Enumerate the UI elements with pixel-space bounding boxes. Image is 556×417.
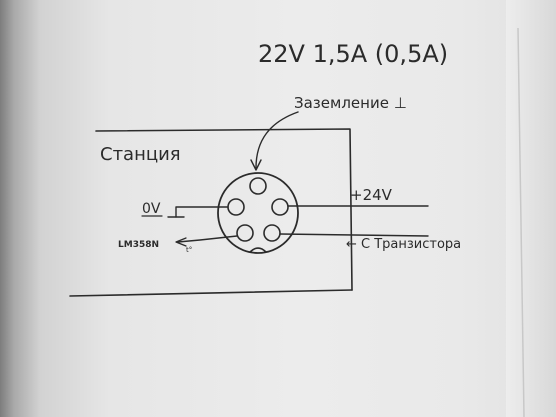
plus24-label: +24V: [350, 186, 393, 204]
paper-edge-shadow: [506, 0, 556, 417]
pin-top: [249, 177, 267, 195]
zero-v-label: 0V: [142, 201, 161, 217]
station-box-top-right: [95, 128, 353, 291]
station-box-bottom: [69, 289, 353, 297]
pin-right: [271, 198, 289, 216]
zero-v-wire: [175, 206, 229, 218]
lm-arrow-head: [175, 237, 187, 247]
transistor-wire: [279, 233, 429, 237]
pin-left: [227, 198, 245, 216]
transistor-label: ← С Транзистора: [346, 237, 461, 252]
ground-label: Заземление ⊥: [294, 94, 407, 112]
supply-rating-label: 22V 1,5A (0,5A): [258, 40, 448, 68]
ground-arrow-head: [250, 159, 262, 171]
connector-key-notch: [249, 247, 267, 253]
lm358n-label: LM358N: [118, 240, 159, 250]
station-label: Станция: [100, 144, 181, 165]
ground-arrow-line: [255, 111, 299, 169]
paper-fold-line: [517, 27, 525, 417]
lm-mark: t°: [186, 246, 192, 254]
pin-bottom-right: [263, 224, 281, 242]
pin-bottom-left: [236, 224, 254, 242]
lm-wire: [177, 235, 238, 243]
connector-body: [217, 172, 299, 254]
